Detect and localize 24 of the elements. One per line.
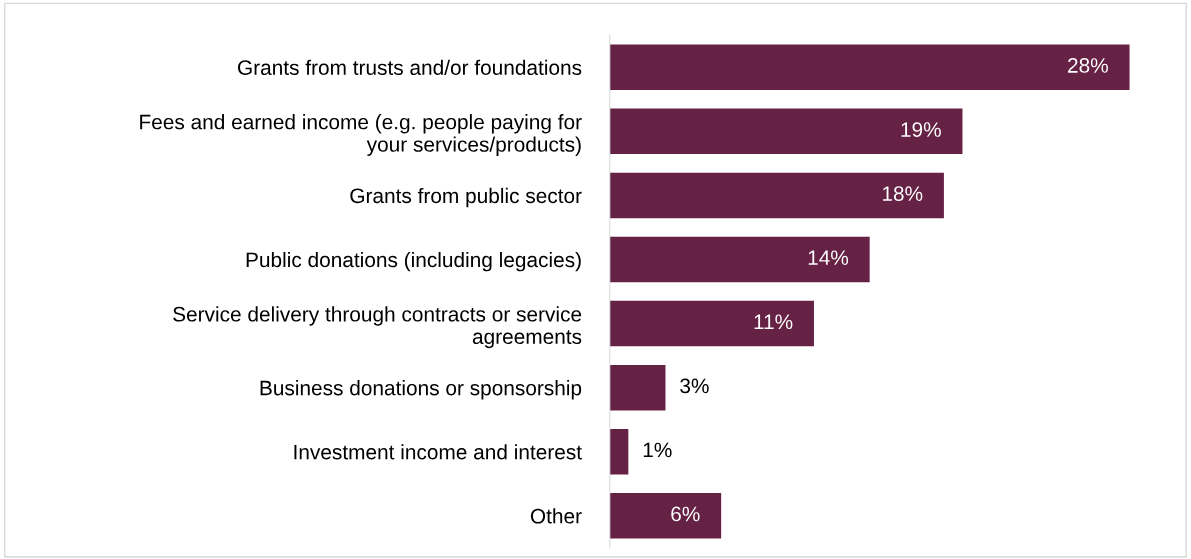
y-tick-label: Service delivery through contracts or service agreements — [173, 306, 582, 349]
data-label: 1% — [643, 442, 672, 458]
y-tick-label: Grants from public sector — [350, 187, 582, 208]
y-tick-label: Public donations (including legacies) — [246, 251, 581, 272]
y-tick-label: Business donations or sponsorship — [260, 380, 582, 400]
data-label: 11% — [754, 314, 793, 330]
bar — [609, 300, 814, 347]
data-label: 19% — [901, 122, 941, 137]
y-tick-label: Other — [530, 508, 582, 524]
data-label: 14% — [808, 250, 849, 265]
bar — [609, 44, 1130, 90]
bar — [609, 172, 944, 219]
bar — [609, 236, 870, 283]
data-label: 18% — [882, 186, 923, 201]
bar — [609, 493, 722, 539]
data-label: 3% — [680, 378, 709, 394]
y-tick-label: Grants from trusts and/or foundations — [238, 59, 582, 76]
data-label: 6% — [671, 506, 700, 522]
y-tick-label: Investment income and interest — [294, 444, 582, 460]
bar — [609, 108, 963, 155]
bar — [609, 364, 666, 411]
bar — [609, 428, 629, 475]
data-label: 28% — [1068, 58, 1108, 73]
y-tick-label: Fees and earned income (e.g. people paying for your services/products) — [140, 114, 582, 156]
